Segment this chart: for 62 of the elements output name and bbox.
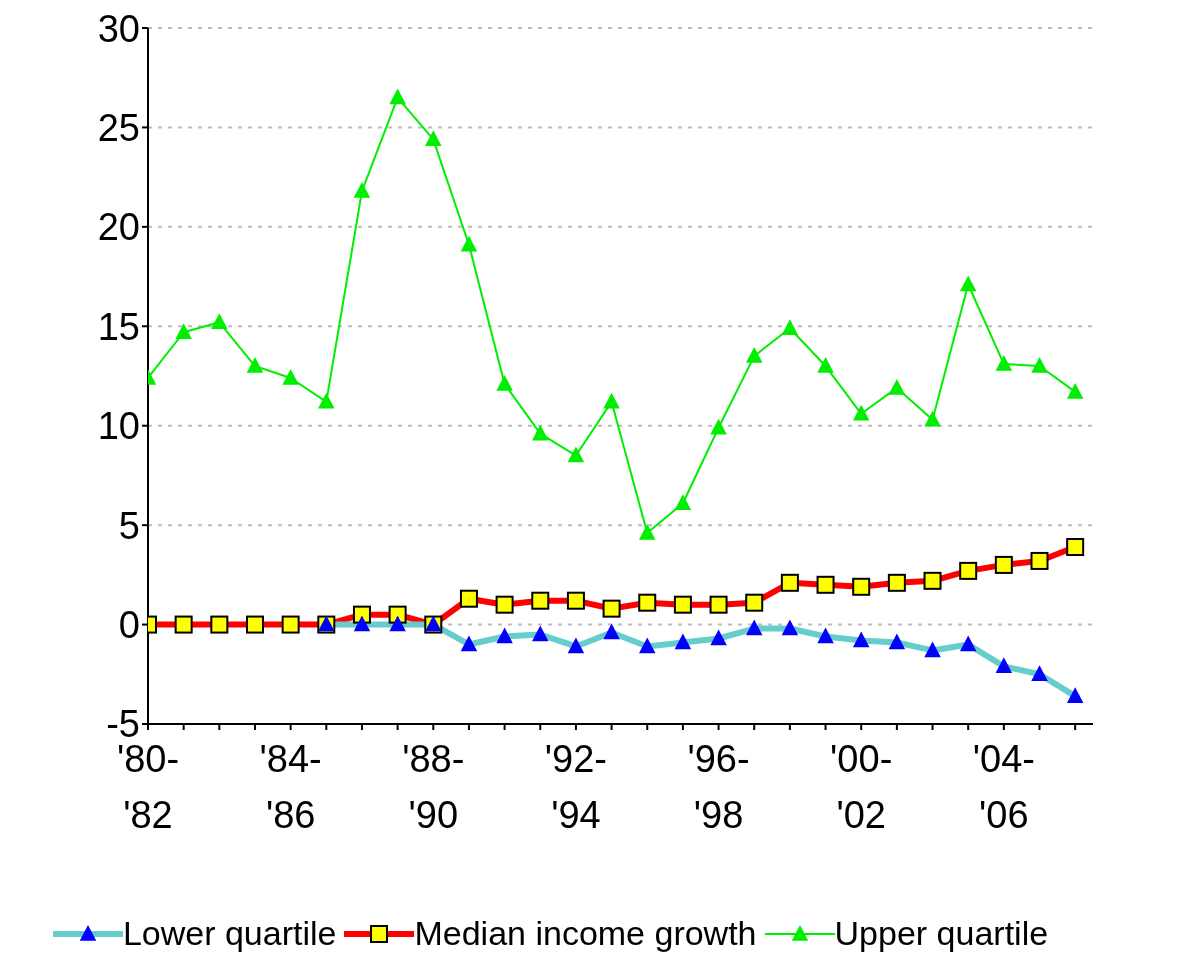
point: [674, 633, 692, 650]
legend-label: Median income growth: [414, 914, 757, 953]
point: [389, 88, 406, 105]
legend-label: Upper quartile: [834, 914, 1049, 953]
point: [496, 374, 513, 391]
point: [353, 615, 371, 632]
point: [924, 641, 941, 658]
y-tick-label: 25: [97, 106, 140, 149]
point: [745, 619, 763, 636]
point: [959, 275, 977, 292]
point: [532, 625, 549, 642]
point: [496, 627, 513, 644]
point: [639, 524, 656, 540]
point: [1066, 687, 1084, 703]
point: [211, 313, 228, 330]
point: [888, 633, 906, 650]
y-tick-label: 0: [118, 604, 140, 647]
point: [389, 615, 406, 632]
point: [781, 319, 799, 336]
point: [924, 410, 941, 427]
point: [995, 657, 1013, 674]
point: [603, 623, 620, 640]
point: [710, 629, 727, 646]
point: [888, 378, 906, 395]
x-tick-label: '92-'94: [544, 738, 608, 836]
point: [425, 130, 442, 147]
point: [603, 392, 620, 409]
point: [175, 323, 192, 339]
point: [318, 392, 335, 409]
y-tick-label: 10: [97, 405, 140, 448]
point: [567, 637, 585, 654]
point: [852, 404, 870, 421]
y-tick-label: 5: [118, 504, 140, 547]
point: [781, 619, 799, 636]
x-tick-label: '84-'86: [259, 738, 322, 836]
point: [567, 446, 585, 463]
x-tick-label: '00-'02: [830, 738, 893, 836]
point: [460, 635, 478, 652]
legend-label: Lower quartile: [122, 914, 337, 953]
point: [674, 494, 692, 511]
x-tick-label: '88-'90: [402, 738, 465, 836]
point: [1031, 357, 1048, 373]
point: [745, 347, 763, 363]
point: [995, 355, 1013, 371]
point: [817, 357, 834, 373]
x-tick-label: '96-'98: [687, 738, 750, 836]
y-tick-label: 15: [97, 305, 140, 348]
point: [282, 368, 299, 385]
point: [1031, 665, 1048, 682]
point: [532, 424, 549, 441]
point: [246, 357, 264, 373]
y-tick-label: 30: [97, 7, 140, 50]
point: [852, 631, 870, 648]
point: [1066, 382, 1084, 399]
point: [710, 418, 727, 435]
point: [817, 627, 834, 644]
y-tick-label: 20: [97, 206, 140, 249]
point: [959, 635, 977, 652]
x-tick-label: '04-'06: [972, 738, 1035, 836]
point: [353, 182, 371, 198]
point: [639, 637, 656, 654]
point: [460, 235, 478, 252]
